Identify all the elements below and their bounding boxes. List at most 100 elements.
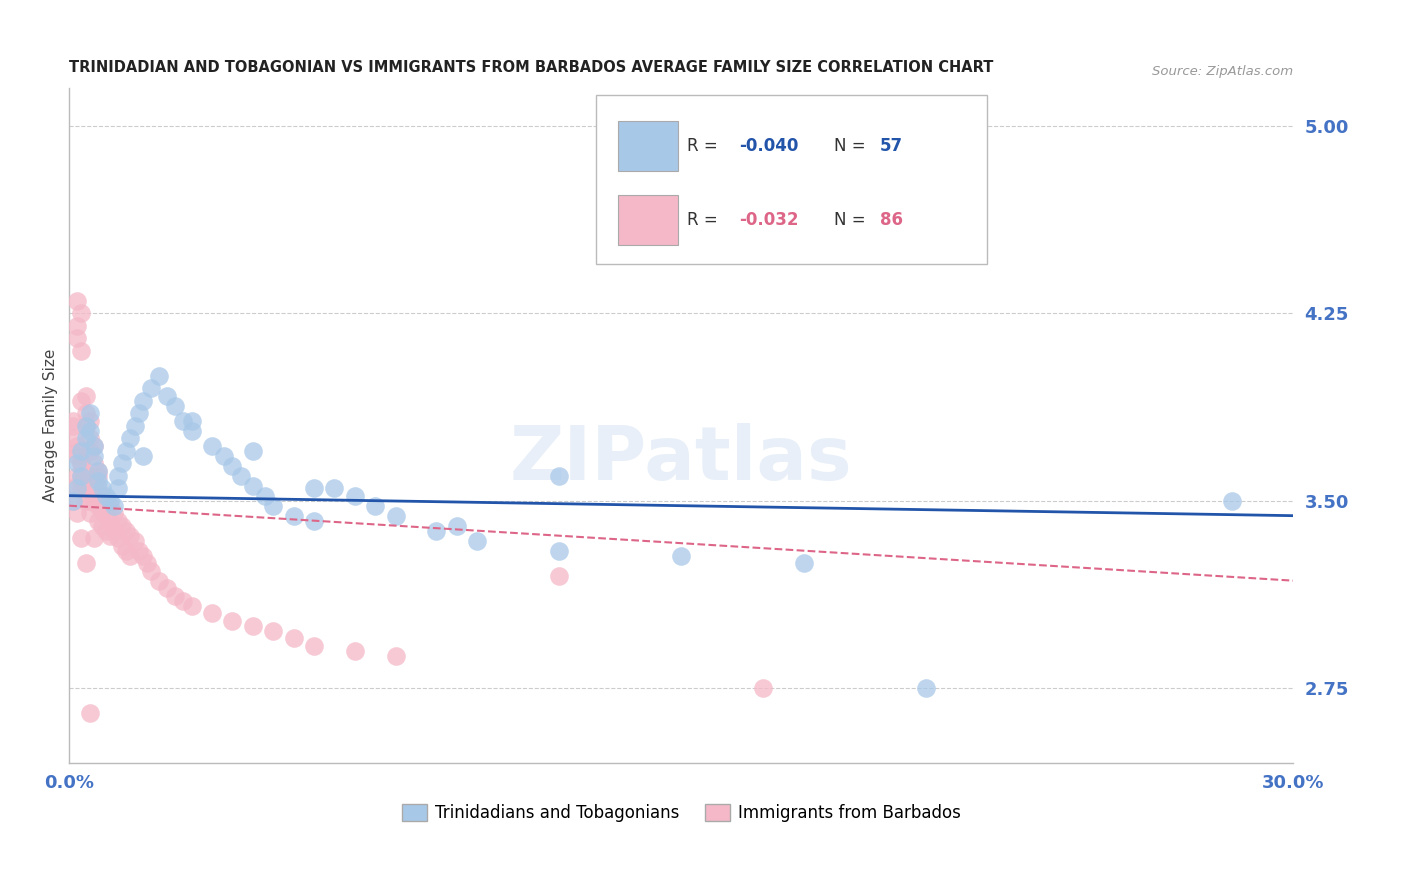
Point bbox=[214, 449, 236, 463]
Point bbox=[66, 318, 89, 333]
Text: R =: R = bbox=[688, 136, 724, 154]
Point bbox=[90, 481, 112, 495]
Point bbox=[364, 499, 387, 513]
Point bbox=[62, 414, 84, 428]
Point bbox=[180, 424, 202, 438]
Point bbox=[254, 489, 277, 503]
Point bbox=[148, 574, 170, 588]
Point bbox=[103, 506, 125, 520]
Point bbox=[465, 533, 488, 548]
Point bbox=[75, 418, 97, 433]
Text: ZIPatlas: ZIPatlas bbox=[510, 423, 852, 496]
Point bbox=[201, 439, 224, 453]
Point bbox=[180, 414, 202, 428]
Point bbox=[139, 564, 162, 578]
FancyBboxPatch shape bbox=[617, 194, 678, 244]
Point bbox=[107, 481, 129, 495]
Point bbox=[425, 524, 447, 538]
Point bbox=[75, 431, 97, 445]
Point bbox=[70, 393, 93, 408]
Point bbox=[547, 543, 569, 558]
Text: -0.032: -0.032 bbox=[738, 211, 799, 229]
Point bbox=[107, 531, 129, 545]
Point bbox=[302, 481, 325, 495]
Y-axis label: Average Family Size: Average Family Size bbox=[44, 349, 58, 502]
Point bbox=[156, 581, 179, 595]
Point bbox=[70, 306, 93, 320]
Point bbox=[87, 514, 110, 528]
Text: N =: N = bbox=[834, 136, 872, 154]
Point bbox=[66, 456, 89, 470]
Point bbox=[70, 443, 93, 458]
Point bbox=[66, 506, 89, 520]
Text: R =: R = bbox=[688, 211, 724, 229]
Point bbox=[120, 549, 142, 563]
Point bbox=[87, 481, 110, 495]
Point bbox=[90, 489, 112, 503]
Point bbox=[128, 543, 150, 558]
Point bbox=[70, 456, 93, 470]
Point bbox=[262, 624, 284, 638]
Point bbox=[172, 414, 194, 428]
Point bbox=[343, 489, 366, 503]
Point bbox=[446, 518, 468, 533]
Point bbox=[83, 439, 105, 453]
Point bbox=[90, 518, 112, 533]
Point bbox=[242, 618, 264, 632]
Point bbox=[75, 481, 97, 495]
Point bbox=[111, 456, 134, 470]
Point bbox=[111, 539, 134, 553]
Point bbox=[98, 529, 121, 543]
Point bbox=[66, 468, 89, 483]
Point bbox=[75, 493, 97, 508]
Point bbox=[87, 464, 110, 478]
Point bbox=[66, 481, 89, 495]
Point bbox=[79, 431, 101, 445]
Point bbox=[70, 456, 93, 470]
Point bbox=[752, 681, 775, 695]
Point bbox=[156, 389, 179, 403]
Point bbox=[75, 389, 97, 403]
Point bbox=[98, 499, 121, 513]
Point bbox=[124, 533, 146, 548]
Point bbox=[79, 506, 101, 520]
Point bbox=[62, 493, 84, 508]
Point bbox=[75, 481, 97, 495]
Point bbox=[66, 449, 89, 463]
Point bbox=[75, 556, 97, 570]
Point bbox=[201, 606, 224, 620]
Point bbox=[302, 639, 325, 653]
Point bbox=[66, 331, 89, 345]
Point bbox=[384, 508, 406, 523]
Point bbox=[79, 468, 101, 483]
Text: N =: N = bbox=[834, 211, 872, 229]
Point bbox=[120, 431, 142, 445]
Point bbox=[180, 599, 202, 613]
Text: Source: ZipAtlas.com: Source: ZipAtlas.com bbox=[1152, 65, 1294, 78]
Point bbox=[66, 443, 89, 458]
Point bbox=[79, 706, 101, 720]
Point bbox=[671, 549, 693, 563]
Text: -0.040: -0.040 bbox=[738, 136, 799, 154]
Point bbox=[242, 478, 264, 492]
Point bbox=[62, 418, 84, 433]
Legend: Trinidadians and Tobagonians, Immigrants from Barbados: Trinidadians and Tobagonians, Immigrants… bbox=[402, 804, 960, 822]
FancyBboxPatch shape bbox=[617, 120, 678, 170]
Point bbox=[135, 556, 157, 570]
Point bbox=[87, 499, 110, 513]
Point bbox=[83, 474, 105, 488]
Point bbox=[87, 468, 110, 483]
Point bbox=[66, 439, 89, 453]
Point bbox=[165, 399, 187, 413]
Point bbox=[165, 589, 187, 603]
Point bbox=[343, 643, 366, 657]
Point bbox=[139, 381, 162, 395]
Point bbox=[70, 474, 93, 488]
Point bbox=[172, 593, 194, 607]
Point bbox=[83, 531, 105, 545]
Point bbox=[111, 518, 134, 533]
Point bbox=[94, 508, 117, 523]
Point bbox=[131, 393, 153, 408]
Point bbox=[94, 524, 117, 538]
Point bbox=[90, 504, 112, 518]
